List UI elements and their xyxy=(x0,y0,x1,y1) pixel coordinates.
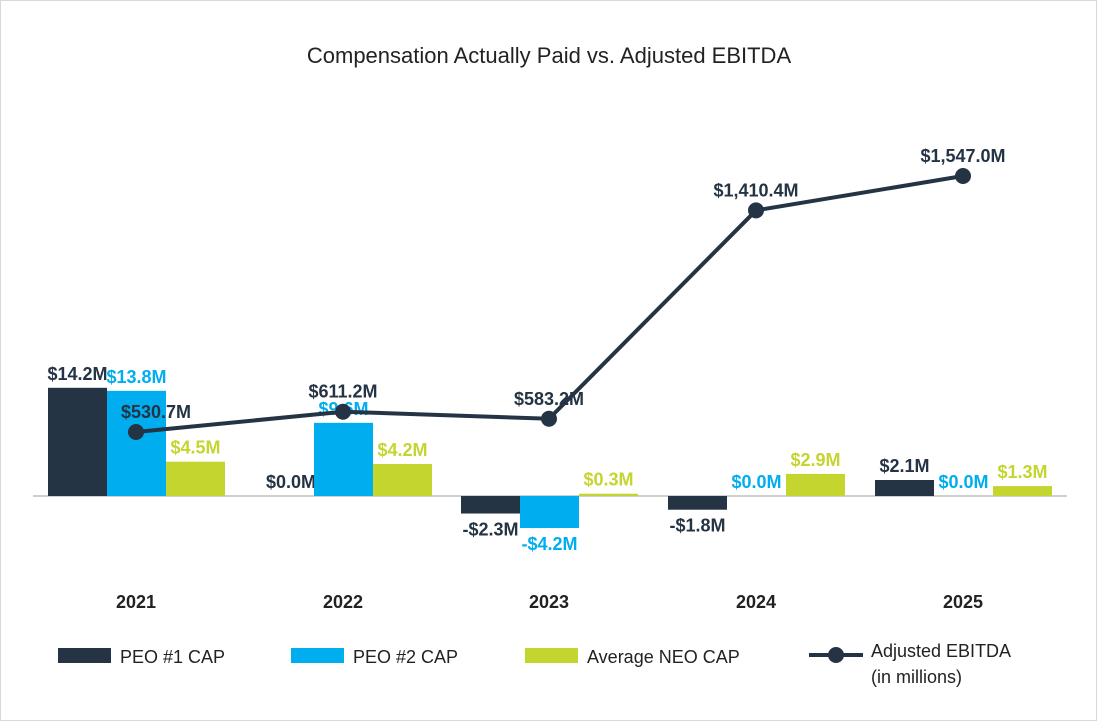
ebitda-data-label: $530.7M xyxy=(121,402,191,422)
bar-data-label: $2.9M xyxy=(790,450,840,470)
legend-label: Adjusted EBITDA xyxy=(871,641,1011,661)
ebitda-data-label: $583.2M xyxy=(514,389,584,409)
bar-peo-2-cap xyxy=(520,496,579,528)
bar-data-label: $2.1M xyxy=(879,456,929,476)
bar-peo-1-cap xyxy=(461,496,520,514)
ebitda-data-label: $1,410.4M xyxy=(713,180,798,200)
bar-data-label: $4.5M xyxy=(170,438,220,458)
chart-title: Compensation Actually Paid vs. Adjusted … xyxy=(307,43,792,68)
bar-average-neo-cap xyxy=(579,494,638,496)
bar-average-neo-cap xyxy=(373,464,432,496)
legend-label: Average NEO CAP xyxy=(587,647,740,667)
bar-data-label: $13.8M xyxy=(106,367,166,387)
ebitda-data-label: $1,547.0M xyxy=(920,146,1005,166)
bar-data-label: $0.0M xyxy=(266,472,316,492)
bar-peo-1-cap xyxy=(668,496,727,510)
ebitda-data-label: $611.2M xyxy=(308,382,377,402)
legend-label: PEO #1 CAP xyxy=(120,647,225,667)
bar-data-label: $4.2M xyxy=(377,440,427,460)
legend-label-sub: (in millions) xyxy=(871,667,962,687)
bar-data-label: $1.3M xyxy=(997,462,1047,482)
bar-data-label: $0.0M xyxy=(938,472,988,492)
legend-label: PEO #2 CAP xyxy=(353,647,458,667)
bar-peo-2-cap xyxy=(314,423,373,496)
legend-swatch xyxy=(291,648,344,663)
legend-swatch xyxy=(58,648,111,663)
bar-average-neo-cap xyxy=(166,462,225,496)
x-tick-label: 2021 xyxy=(116,592,156,612)
bar-data-label: -$1.8M xyxy=(669,516,725,536)
ebitda-point xyxy=(955,168,971,184)
x-tick-label: 2025 xyxy=(943,592,983,612)
bar-data-label: -$4.2M xyxy=(521,534,577,554)
bar-peo-1-cap xyxy=(48,388,107,496)
legend-swatch xyxy=(525,648,578,663)
ebitda-point xyxy=(748,202,764,218)
bar-data-label: $0.0M xyxy=(731,472,781,492)
bar-average-neo-cap xyxy=(786,474,845,496)
ebitda-point xyxy=(335,404,351,420)
x-tick-label: 2024 xyxy=(736,592,776,612)
ebitda-point xyxy=(128,424,144,440)
x-tick-label: 2022 xyxy=(323,592,363,612)
x-tick-label: 2023 xyxy=(529,592,569,612)
bar-data-label: -$2.3M xyxy=(462,520,518,540)
bar-peo-1-cap xyxy=(875,480,934,496)
legend-marker xyxy=(828,647,844,663)
ebitda-point xyxy=(541,411,557,427)
bar-data-label: $14.2M xyxy=(47,364,107,384)
bar-average-neo-cap xyxy=(993,486,1052,496)
bar-data-label: $0.3M xyxy=(583,470,633,490)
